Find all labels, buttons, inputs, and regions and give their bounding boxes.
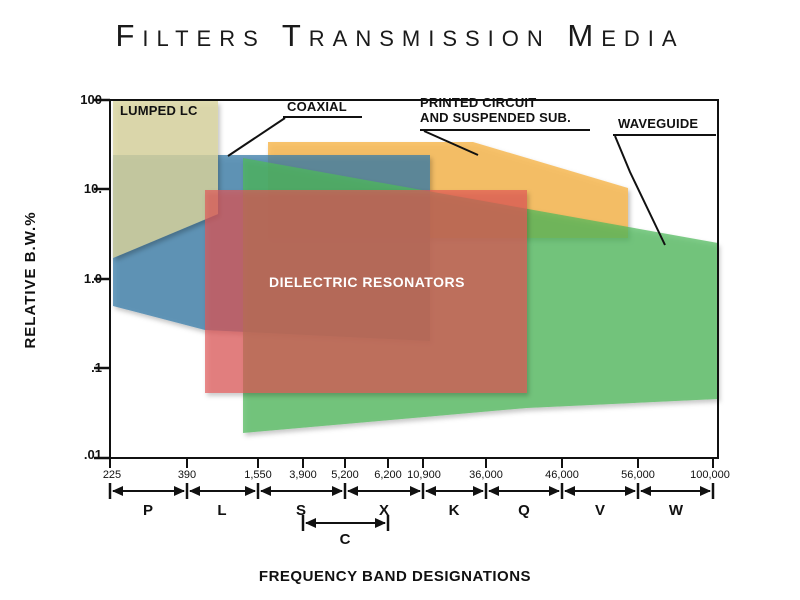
y-tick-label: 1.0 [83, 271, 102, 286]
x-tick-label: 6,200 [374, 469, 402, 481]
y-tick-label: 10. [83, 181, 102, 196]
media-regions [113, 101, 718, 433]
dielectric-resonators-label: DIELECTRIC RESONATORS [269, 274, 465, 290]
x-tick-label: 1,550 [244, 469, 272, 481]
coaxial-leader-line [227, 117, 286, 157]
waveguide-leader-line [614, 135, 666, 246]
x-tick-label: 3,900 [289, 469, 317, 481]
band-label-l: L [217, 502, 227, 519]
band-label-x: X [378, 502, 389, 519]
band-label-v: V [594, 502, 605, 519]
waveguide-label: WAVEGUIDE [618, 116, 699, 131]
x-tick-label: 10,900 [407, 469, 441, 481]
band-label-k: K [448, 502, 460, 519]
band-label-q: Q [518, 502, 530, 519]
x-tick-label: 56,000 [621, 469, 655, 481]
printed-circuit-label-line2: AND SUSPENDED SUB. [420, 110, 571, 125]
dielectric-resonators-region [205, 190, 527, 393]
y-tick-label: .1 [91, 360, 102, 375]
lumped-lc-region [113, 101, 218, 258]
y-tick-label: .01 [83, 447, 102, 462]
y-axis-ticks [94, 98, 110, 460]
printed-circuit-leader-line [423, 130, 479, 156]
x-tick-label: 225 [102, 469, 122, 481]
lumped-lc-label: LUMPED LC [120, 103, 198, 118]
x-axis-ticks [109, 458, 714, 468]
band-label-w: W [668, 502, 684, 519]
x-axis-title: FREQUENCY BAND DESIGNATIONS [258, 568, 532, 585]
band-label-s: S [295, 502, 306, 519]
x-tick-label: 100,000 [690, 469, 730, 481]
band-label-c: C [339, 531, 351, 548]
chart-title: Filters Transmission Media [115, 18, 685, 53]
y-tick-label: 100 [80, 92, 102, 107]
x-tick-label: 36,000 [469, 469, 503, 481]
printed-circuit-label-line1: PRINTED CIRCUIT [420, 95, 537, 110]
x-tick-label: 390 [177, 469, 197, 481]
label-leader-lines [227, 116, 716, 246]
x-tick-label: 5,200 [331, 469, 359, 481]
band-label-p: P [142, 502, 153, 519]
x-tick-label: 46,000 [545, 469, 579, 481]
band-arrows [108, 483, 715, 531]
coaxial-label: COAXIAL [287, 99, 347, 114]
